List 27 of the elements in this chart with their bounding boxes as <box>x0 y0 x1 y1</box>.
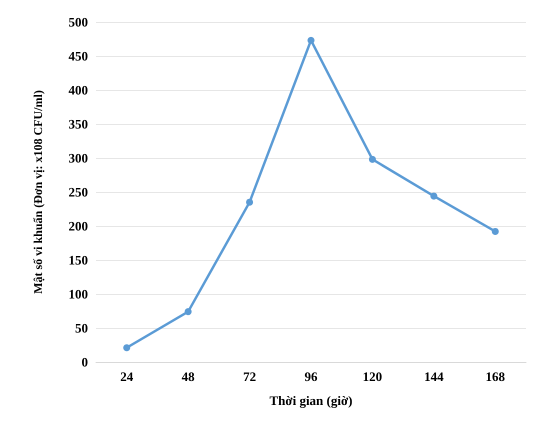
y-tick-label: 200 <box>68 218 88 234</box>
y-tick-label: 100 <box>68 286 88 302</box>
x-tick-label: 48 <box>182 369 196 384</box>
x-tick-label: 144 <box>424 369 444 384</box>
y-axis-title: Mật số vi khuẩn (Đơn vị: x108 CFU/ml) <box>31 90 45 294</box>
y-tick-label: 50 <box>75 320 88 336</box>
y-tick-label: 0 <box>82 354 88 370</box>
x-axis-title: Thời gian (giờ) <box>269 393 353 408</box>
x-tick-label: 96 <box>304 369 318 384</box>
point <box>368 156 376 163</box>
point <box>184 308 192 316</box>
point <box>123 344 130 352</box>
y-tick-label: 150 <box>68 252 88 268</box>
x-tick-label: 72 <box>243 369 256 384</box>
point <box>308 36 314 44</box>
y-tick-label: 400 <box>68 82 88 98</box>
point <box>430 192 438 200</box>
point <box>492 228 499 235</box>
y-tick-label: 450 <box>68 48 88 64</box>
y-tick-label: 250 <box>68 184 88 200</box>
point <box>246 198 254 206</box>
y-tick-label: 500 <box>68 14 88 30</box>
y-tick-label: 300 <box>68 150 88 166</box>
x-tick-label: 168 <box>486 369 506 384</box>
x-tick-label: 120 <box>362 369 382 384</box>
y-tick-label: 350 <box>68 116 88 132</box>
x-tick-label: 24 <box>120 369 134 384</box>
